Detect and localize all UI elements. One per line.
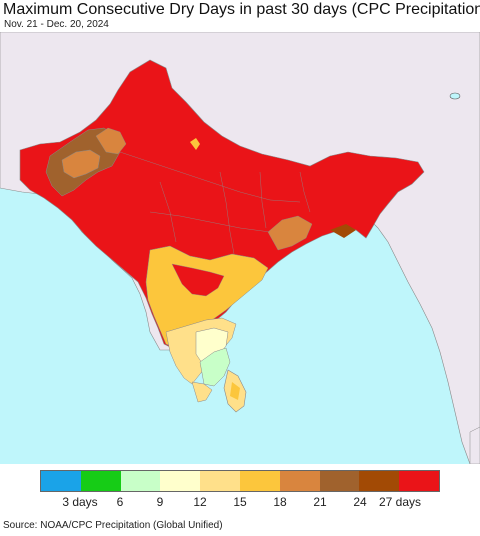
legend-tick: 3 days — [62, 495, 98, 509]
region-orange-north — [95, 127, 127, 155]
region-orange-west — [61, 149, 101, 179]
legend-swatch-9 — [399, 471, 439, 491]
legend-tick: 12 — [193, 495, 207, 509]
legend-tick: 27 days — [378, 495, 422, 509]
legend-ticks: 3 days 6 9 12 15 18 21 24 27 days — [40, 495, 440, 511]
legend-tick: 21 — [313, 495, 327, 509]
internal-borders — [119, 151, 311, 255]
legend-swatch-3 — [160, 471, 201, 491]
region-tip — [191, 381, 213, 403]
legend-tick: 18 — [273, 495, 287, 509]
region-brown-bengal — [330, 224, 356, 238]
legend-tick: 15 — [233, 495, 247, 509]
source-note: Source: NOAA/CPC Precipitation (Global U… — [3, 520, 223, 531]
legend-swatch-5 — [239, 471, 280, 491]
legend-swatch-0 — [41, 471, 81, 491]
legend-tick: 24 — [353, 495, 367, 509]
region-gold-spot — [190, 138, 200, 150]
legend-swatch-4 — [200, 471, 240, 491]
legend-swatch-7 — [319, 471, 360, 491]
region-orange-east — [267, 215, 313, 251]
dry-days-map — [0, 32, 480, 464]
legend-tick: 6 — [116, 495, 124, 509]
region-red — [19, 59, 425, 351]
legend-tick: 9 — [156, 495, 164, 509]
lake — [449, 92, 461, 100]
region-light-green — [199, 347, 231, 387]
legend-swatch-1 — [80, 471, 121, 491]
legend-swatch-8 — [359, 471, 400, 491]
region-red-central-south — [171, 263, 225, 297]
legend-swatch-2 — [120, 471, 161, 491]
date-range: Nov. 21 - Dec. 20, 2024 — [4, 19, 109, 30]
east-landmass — [469, 426, 480, 464]
map-title: Maximum Consecutive Dry Days in past 30 … — [3, 1, 480, 18]
legend-swatch-6 — [279, 471, 320, 491]
color-legend — [40, 470, 440, 492]
sri-lanka-gold — [230, 382, 240, 400]
